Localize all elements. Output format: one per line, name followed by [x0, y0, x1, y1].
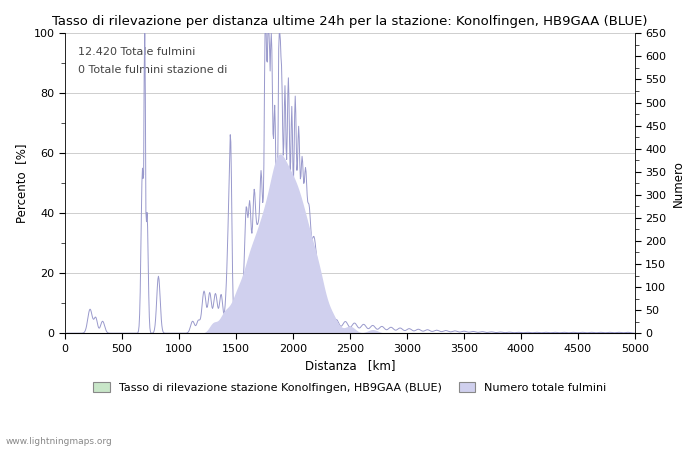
Y-axis label: Numero: Numero	[672, 160, 685, 207]
X-axis label: Distanza   [km]: Distanza [km]	[304, 359, 395, 372]
Text: 0 Totale fulmini stazione di: 0 Totale fulmini stazione di	[78, 65, 227, 75]
Y-axis label: Percento  [%]: Percento [%]	[15, 144, 28, 223]
Title: Tasso di rilevazione per distanza ultime 24h per la stazione: Konolfingen, HB9GA: Tasso di rilevazione per distanza ultime…	[52, 15, 648, 28]
Text: 12.420 Totale fulmini: 12.420 Totale fulmini	[78, 47, 195, 57]
Legend: Tasso di rilevazione stazione Konolfingen, HB9GAA (BLUE), Numero totale fulmini: Tasso di rilevazione stazione Konolfinge…	[89, 378, 611, 397]
Text: www.lightningmaps.org: www.lightningmaps.org	[6, 437, 112, 446]
